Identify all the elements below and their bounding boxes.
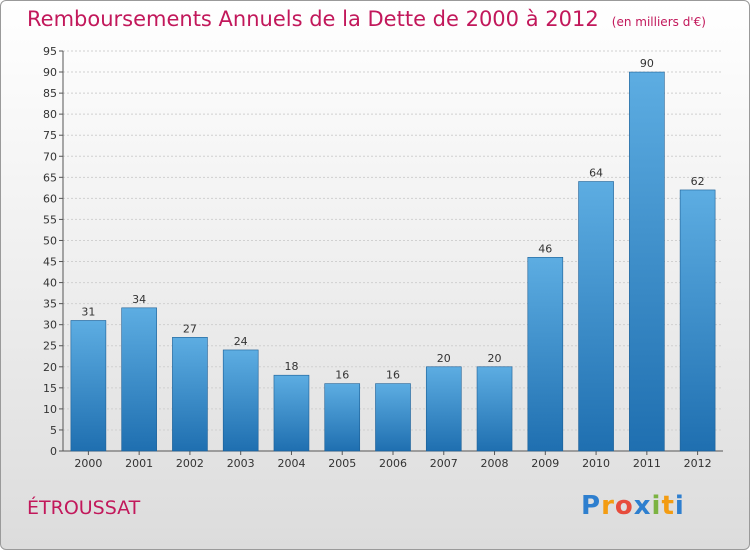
y-tick-label: 5: [50, 424, 57, 437]
data-label: 16: [386, 369, 400, 382]
y-tick-label: 95: [43, 45, 57, 58]
bar: [679, 189, 716, 452]
bar: [629, 71, 665, 452]
data-label: 24: [234, 335, 248, 348]
data-label: 20: [488, 352, 502, 365]
y-tick-label: 70: [43, 150, 57, 163]
y-tick-label: 50: [43, 234, 57, 247]
bar: [578, 181, 614, 452]
bar: [172, 337, 208, 452]
logo-letter: o: [614, 491, 634, 521]
bar: [375, 383, 411, 452]
y-tick-label: 25: [43, 340, 57, 353]
x-tick-label: 2003: [227, 457, 255, 470]
data-label: 31: [81, 305, 95, 318]
logo-letter: t: [661, 491, 675, 521]
y-tick-label: 80: [43, 108, 57, 121]
x-tick-label: 2006: [379, 457, 407, 470]
commune-name: ÉTROUSSAT: [27, 497, 141, 519]
x-tick-label: 2004: [277, 457, 305, 470]
bar: [121, 307, 157, 452]
y-tick-label: 65: [43, 171, 57, 184]
chart-title-text: Remboursements Annuels de la Dette de 20…: [27, 7, 599, 31]
x-tick-label: 2008: [481, 457, 509, 470]
logo-letter: P: [581, 491, 602, 521]
data-label: 46: [538, 242, 552, 255]
x-tick-label: 2009: [531, 457, 559, 470]
bar: [324, 383, 361, 452]
bar: [527, 257, 564, 452]
x-tick-label: 2011: [633, 457, 661, 470]
bar: [476, 366, 513, 452]
data-label: 34: [132, 293, 146, 306]
bars: [70, 71, 716, 452]
x-tick-label: 2002: [176, 457, 204, 470]
labels: 0 5 10 15 20 25 30 35 40 45 50 55 60 65 70 75 80 85 90 95 31…: [43, 45, 712, 470]
y-tick-label: 15: [43, 382, 57, 395]
y-tick-label: 35: [43, 298, 57, 311]
logo-letter: r: [601, 491, 615, 521]
data-label: 16: [335, 369, 349, 382]
x-tick-label: 2010: [582, 457, 610, 470]
y-tick-label: 45: [43, 256, 57, 269]
y-tick-label: 0: [50, 445, 57, 458]
data-label: 18: [284, 360, 298, 373]
chart-title: Remboursements Annuels de la Dette de 20…: [27, 7, 706, 31]
data-label: 62: [691, 175, 705, 188]
bar: [273, 374, 310, 452]
bar: [222, 349, 259, 452]
x-tick-label: 2005: [328, 457, 356, 470]
x-tick-label: 2000: [74, 457, 102, 470]
logo-letter: i: [651, 491, 662, 521]
bar: [425, 366, 462, 452]
y-tick-label: 75: [43, 129, 57, 142]
proxiti-logo: Proxiti: [581, 491, 685, 521]
y-tick-label: 10: [43, 403, 57, 416]
data-label: 64: [589, 167, 603, 180]
y-tick-label: 90: [43, 66, 57, 79]
y-tick-label: 30: [43, 319, 57, 332]
y-tick-label: 20: [43, 361, 57, 374]
chart-unit-label: (en milliers d'€): [611, 15, 706, 29]
y-tick-label: 60: [43, 192, 57, 205]
logo-letter: i: [674, 491, 685, 521]
logo-letter: x: [633, 491, 652, 521]
y-tick-label: 55: [43, 213, 57, 226]
data-label: 20: [437, 352, 451, 365]
x-tick-label: 2007: [430, 457, 458, 470]
y-tick-label: 40: [43, 277, 57, 290]
data-label: 27: [183, 322, 197, 335]
data-label: 90: [640, 57, 654, 70]
x-tick-label: 2012: [684, 457, 712, 470]
bar: [70, 320, 107, 452]
x-tick-label: 2001: [125, 457, 153, 470]
y-tick-label: 85: [43, 87, 57, 100]
